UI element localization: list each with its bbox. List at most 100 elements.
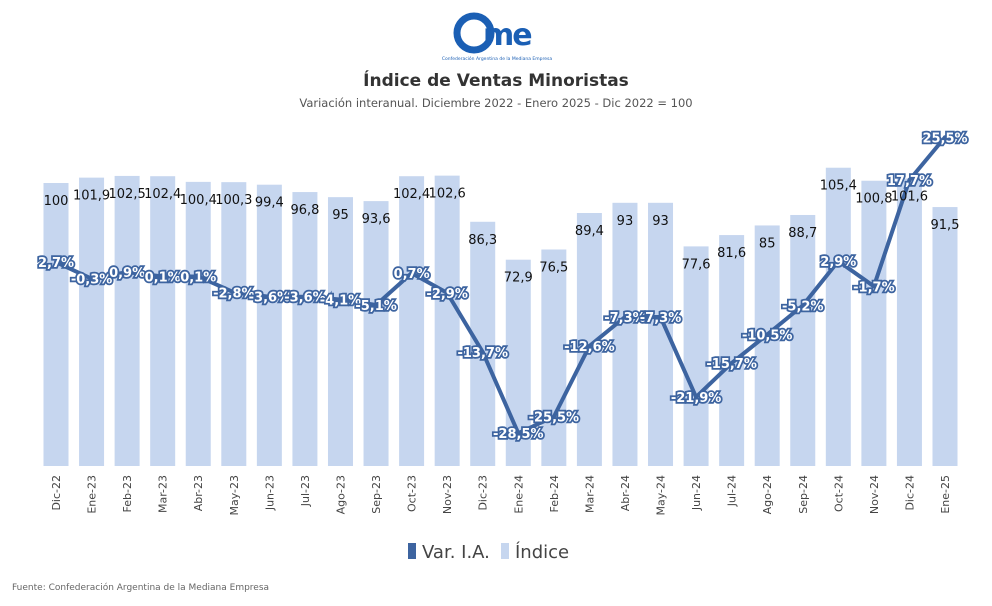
bar-Jun-24 [683, 246, 709, 466]
line-label-Feb-24: -25,5% [529, 411, 580, 426]
x-tick-Ago-23: Ago-23 [334, 475, 347, 514]
line-point-Ago-23 [338, 297, 343, 302]
x-tick-Feb-23: Feb-23 [121, 475, 134, 512]
bar-Mar-23 [150, 176, 176, 466]
line-point-Feb-24 [551, 414, 556, 419]
bar-label-Ago-23: 95 [332, 208, 349, 223]
x-tick-Ago-24: Ago-24 [761, 475, 774, 514]
line-label-Abr-24: -7,3% [604, 311, 645, 326]
line-var-ia [55, 135, 947, 436]
logo-tagline: Confederación Argentina de la Mediana Em… [442, 55, 552, 62]
bar-label-Abr-24: 93 [617, 214, 634, 229]
bar-Jun-23 [256, 184, 282, 466]
line-label-Oct-24: 2,9% [820, 255, 856, 270]
bar-Jul-23 [292, 192, 318, 466]
x-tick-Jun-23: Jun-23 [263, 475, 276, 511]
line-point-Ene-24 [516, 431, 521, 436]
x-tick-Jun-24: Jun-24 [690, 475, 703, 511]
line-point-Oct-24 [836, 259, 841, 264]
line-point-May-23 [231, 290, 236, 295]
bar-label-Nov-24: 100,8 [855, 192, 892, 207]
x-tick-Feb-24: Feb-24 [548, 475, 561, 512]
legend-swatch-var [408, 543, 416, 559]
svg-text:me: me [483, 18, 531, 53]
line-label-Jun-23: -3,6% [249, 291, 290, 306]
x-tick-Sep-24: Sep-24 [797, 475, 810, 514]
line-label-Oct-23: 0,7% [394, 267, 430, 282]
bar-label-Oct-23: 102,4 [393, 187, 430, 202]
line-point-Sep-23 [374, 302, 379, 307]
bar-label-Jul-24: 81,6 [717, 246, 746, 261]
bar-label-Dic-24: 101,6 [891, 189, 928, 204]
line-label-Ene-24: -28,5% [493, 427, 544, 442]
bar-Nov-24 [861, 180, 887, 466]
bar-label-Sep-24: 88,7 [788, 226, 817, 241]
line-point-Dic-24 [907, 178, 912, 183]
bar-Dic-23 [470, 221, 496, 466]
line-label-May-23: -2,8% [213, 286, 254, 301]
legend-label-var: Var. I.A. [422, 542, 490, 563]
line-label-Jul-23: -3,6% [284, 291, 325, 306]
bar-label-Ene-24: 72,9 [504, 271, 533, 286]
x-tick-Mar-23: Mar-23 [157, 475, 170, 513]
bar-label-Sep-23: 93,6 [362, 212, 391, 227]
line-point-Ene-23 [89, 276, 94, 281]
line-label-Ago-23: -4,1% [320, 293, 361, 308]
bar-label-Abr-23: 100,4 [180, 193, 217, 208]
bar-label-May-23: 100,3 [215, 193, 252, 208]
legend-swatch-indice [501, 543, 509, 559]
bar-Ago-23 [327, 197, 353, 466]
line-label-Abr-23: 0,1% [180, 270, 216, 285]
line-label-Jul-24: -15,7% [706, 357, 757, 372]
chart-subtitle: Variación interanual. Diciembre 2022 - E… [299, 96, 692, 110]
x-tick-Ene-24: Ene-24 [512, 475, 525, 514]
bar-label-Oct-24: 105,4 [820, 179, 857, 194]
line-point-Abr-23 [196, 274, 201, 279]
line-label-Nov-24: -1,7% [853, 280, 894, 295]
line-point-Sep-24 [800, 303, 805, 308]
bar-Oct-24 [825, 167, 851, 466]
bar-label-Feb-24: 76,5 [539, 261, 568, 276]
line-point-Jul-23 [302, 294, 307, 299]
line-point-Jun-23 [267, 294, 272, 299]
bar-label-Feb-23: 102,5 [109, 187, 146, 202]
legend: Var. I.A. Índice [408, 541, 569, 563]
line-label-Mar-24: -12,6% [564, 340, 615, 355]
line-label-Dic-24: 17,7% [887, 174, 932, 189]
x-tick-Abr-23: Abr-23 [192, 475, 205, 511]
x-tick-Mar-24: Mar-24 [583, 475, 596, 513]
line-point-Oct-23 [409, 271, 414, 276]
x-tick-Oct-24: Oct-24 [832, 475, 845, 512]
line-label-Mar-23: 0,1% [145, 270, 181, 285]
bar-Nov-23 [434, 175, 460, 466]
x-tick-Abr-24: Abr-24 [619, 475, 632, 511]
line-label-Ene-23: -0,3% [71, 273, 112, 288]
line-label-Sep-23: -5,1% [355, 299, 396, 314]
bar-label-Ene-25: 91,5 [931, 218, 960, 233]
line-point-May-24 [658, 315, 663, 320]
bar-Abr-24 [612, 202, 638, 466]
bar-Abr-23 [185, 181, 211, 467]
line-label-Dic-22: 2,7% [38, 256, 74, 271]
line-point-Nov-24 [871, 284, 876, 289]
bar-Sep-24 [790, 214, 816, 466]
line-point-Ene-25 [943, 135, 947, 140]
bar-Ago-24 [754, 225, 780, 466]
line-point-Jul-24 [729, 361, 734, 366]
line-point-Ago-24 [765, 332, 770, 337]
x-tick-Nov-24: Nov-24 [868, 475, 881, 514]
bar-label-Jul-23: 96,8 [290, 203, 319, 218]
x-tick-Dic-24: Dic-24 [903, 475, 916, 511]
bar-label-Ago-24: 85 [759, 236, 776, 251]
line-label-Feb-23: 0,9% [109, 266, 145, 281]
line-label-Sep-24: -5,2% [782, 299, 823, 314]
bar-Jul-24 [719, 235, 745, 466]
line-point-Feb-23 [125, 270, 130, 275]
line-label-Nov-23: -2,9% [426, 287, 467, 302]
line-point-Dic-22 [54, 260, 58, 265]
x-tick-May-24: May-24 [655, 475, 668, 516]
source-note: Fuente: Confederación Argentina de la Me… [12, 582, 269, 593]
bar-label-Dic-23: 86,3 [468, 233, 497, 248]
